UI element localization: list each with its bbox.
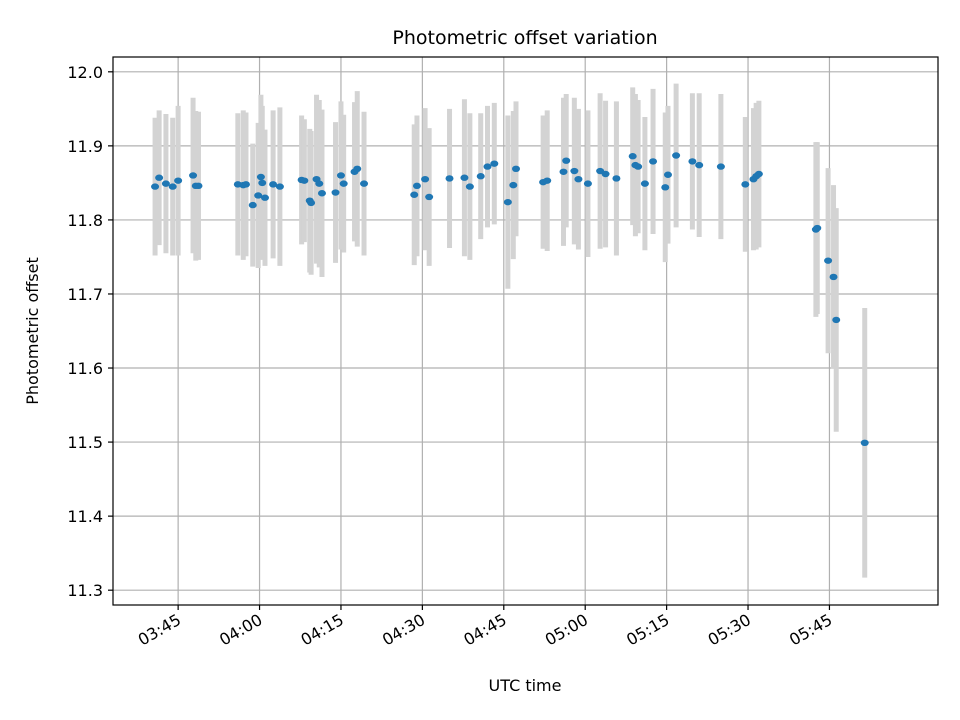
x-tick-label: 05:45 — [786, 610, 835, 650]
data-point — [256, 173, 265, 181]
data-point — [189, 172, 198, 179]
data-point — [640, 180, 649, 187]
x-tick-label: 05:00 — [542, 610, 591, 650]
data-point — [174, 177, 183, 184]
x-tick-label: 04:45 — [460, 610, 509, 650]
y-axis-ticks: 11.3 11.4 11.5 11.6 11.7 11.8 11.9 12.0 — [67, 63, 113, 600]
x-tick-label: 05:15 — [623, 610, 672, 650]
data-point — [241, 181, 250, 188]
data-points — [151, 152, 869, 447]
data-point — [317, 190, 326, 197]
x-tick-label: 04:30 — [379, 610, 428, 650]
x-tick-label: 04:15 — [298, 610, 347, 650]
data-point — [824, 257, 833, 264]
data-point — [562, 157, 571, 164]
data-point — [465, 183, 474, 190]
data-point — [360, 180, 369, 187]
data-point — [339, 180, 348, 187]
data-point — [421, 175, 430, 183]
y-axis-label: Photometric offset — [23, 257, 42, 405]
data-point — [634, 163, 643, 170]
data-point — [410, 191, 419, 198]
y-tick-label: 12.0 — [67, 63, 103, 82]
x-axis-ticks: 03:45 04:00 04:15 04:30 04:45 05:00 05:15 05:30… — [135, 605, 835, 650]
data-point — [628, 153, 637, 160]
x-tick-label: 05:30 — [705, 610, 754, 650]
data-point — [155, 174, 164, 181]
x-tick-label: 03:45 — [135, 610, 184, 650]
data-point — [601, 170, 610, 178]
data-point — [663, 171, 672, 178]
data-point — [649, 158, 658, 165]
data-point — [503, 198, 512, 206]
data-point — [490, 160, 499, 167]
data-point — [254, 192, 263, 199]
error-bars — [152, 83, 868, 578]
x-axis-label: UTC time — [489, 676, 562, 695]
data-point — [412, 182, 421, 190]
data-point — [300, 177, 309, 184]
data-point — [483, 163, 492, 170]
data-point — [258, 179, 267, 187]
data-point — [574, 175, 583, 183]
data-point — [260, 194, 269, 201]
x-tick-label: 04:00 — [216, 610, 265, 650]
data-point — [741, 181, 750, 188]
data-point — [832, 316, 841, 324]
chart-title: Photometric offset variation — [392, 27, 657, 49]
y-tick-label: 11.8 — [67, 211, 103, 230]
data-point — [543, 177, 552, 184]
data-point — [353, 165, 362, 173]
y-tick-label: 11.9 — [67, 137, 103, 156]
data-point — [813, 224, 822, 232]
data-point — [307, 199, 316, 207]
plot-frame — [112, 56, 939, 606]
data-point — [476, 173, 485, 180]
data-point — [754, 170, 763, 178]
data-point — [425, 193, 434, 201]
data-point — [161, 180, 170, 187]
data-point — [331, 189, 340, 196]
data-point — [860, 439, 869, 447]
data-point — [509, 181, 518, 189]
data-point — [672, 152, 681, 159]
data-point — [512, 165, 521, 173]
data-point — [661, 184, 670, 191]
data-point — [688, 158, 697, 165]
y-tick-label: 11.3 — [67, 581, 103, 600]
data-point — [445, 175, 454, 182]
data-point — [275, 183, 284, 190]
y-tick-label: 11.6 — [67, 359, 103, 378]
data-point — [583, 180, 592, 187]
data-point — [695, 161, 704, 169]
y-tick-label: 11.4 — [67, 507, 103, 526]
data-point — [559, 168, 568, 175]
data-point — [570, 167, 579, 175]
data-point — [168, 183, 177, 190]
y-tick-label: 11.5 — [67, 433, 103, 452]
data-point — [612, 175, 621, 182]
data-point — [151, 183, 160, 190]
data-point — [829, 273, 838, 281]
data-point — [336, 172, 345, 179]
data-point — [248, 201, 257, 209]
data-point — [716, 163, 725, 170]
data-point — [194, 182, 203, 190]
data-point — [269, 181, 278, 188]
y-tick-label: 11.7 — [67, 285, 103, 304]
data-point — [460, 174, 469, 181]
data-point — [315, 180, 324, 187]
